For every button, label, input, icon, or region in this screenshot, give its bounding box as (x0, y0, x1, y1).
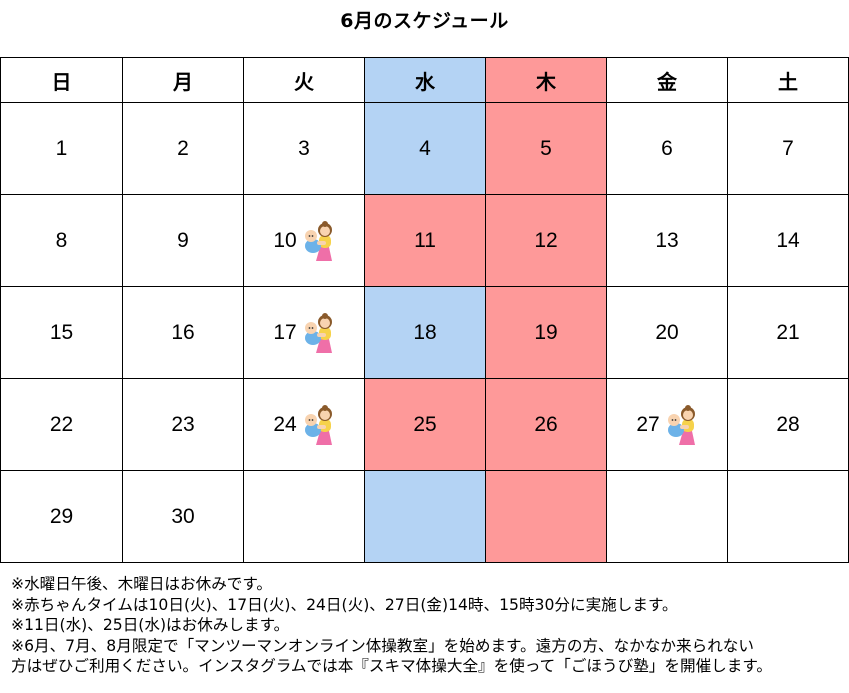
day-cell-baby-time: 10 (243, 194, 365, 287)
day-cell: 16 (122, 286, 244, 379)
day-cell-empty (364, 470, 486, 563)
day-cell-empty (727, 470, 849, 563)
schedule-calendar: 日 月 火 水 木 金 土 1 2 3 4 5 6 7 8 9 10 11 12… (0, 57, 849, 563)
day-cell: 21 (727, 286, 849, 379)
weekday-mon: 月 (122, 57, 244, 103)
note-line: ※6月、7月、8月限定で「マンツーマンオンライン体操教室」を始めます。遠方の方、… (11, 636, 754, 655)
weekday-sun: 日 (0, 57, 123, 103)
day-number: 24 (273, 412, 297, 436)
day-cell: 22 (0, 378, 123, 471)
day-number: 27 (636, 412, 660, 436)
mother-and-baby-icon (301, 220, 335, 261)
week-row-1: 1 2 3 4 5 6 7 (0, 102, 849, 195)
week-row-4: 22 23 24 25 26 27 28 (0, 378, 849, 471)
day-cell: 15 (0, 286, 123, 379)
day-cell: 1 (0, 102, 123, 195)
week-row-3: 15 16 17 18 19 20 21 (0, 286, 849, 379)
weekday-sat: 土 (727, 57, 849, 103)
weekday-fri: 金 (606, 57, 728, 103)
day-cell: 4 (364, 102, 486, 195)
day-cell: 13 (606, 194, 728, 287)
day-cell: 19 (485, 286, 607, 379)
day-cell-baby-time: 24 (243, 378, 365, 471)
week-row-5: 29 30 (0, 470, 849, 563)
mother-and-baby-icon (301, 312, 335, 353)
note-line: 方はぜひご利用ください。インスタグラムでは本『スキマ体操大全』を使って「ごほうび… (11, 657, 772, 675)
weekday-thu: 木 (485, 57, 607, 103)
day-cell-empty (485, 470, 607, 563)
weekday-header-row: 日 月 火 水 木 金 土 (0, 57, 849, 103)
week-row-2: 8 9 10 11 12 13 14 (0, 194, 849, 287)
day-cell: 3 (243, 102, 365, 195)
mother-and-baby-icon (301, 404, 335, 445)
day-cell: 20 (606, 286, 728, 379)
note-line: ※11日(水)、25日(水)はお休みします。 (11, 616, 290, 634)
day-cell: 9 (122, 194, 244, 287)
day-cell: 30 (122, 470, 244, 563)
day-cell: 26 (485, 378, 607, 471)
day-cell: 5 (485, 102, 607, 195)
day-number: 17 (273, 320, 297, 344)
day-cell: 12 (485, 194, 607, 287)
day-cell: 28 (727, 378, 849, 471)
schedule-notes: ※水曜日午後、木曜日はお休みです。 ※赤ちゃんタイムは10日(火)、17日(火)… (11, 574, 841, 677)
day-cell-baby-time: 27 (606, 378, 728, 471)
mother-and-baby-icon (664, 404, 698, 445)
page-title: 6月のスケジュール (340, 10, 509, 32)
note-line: ※赤ちゃんタイムは10日(火)、17日(火)、24日(火)、27日(金)14時、… (11, 595, 678, 614)
weekday-tue: 火 (243, 57, 365, 103)
day-cell-baby-time: 17 (243, 286, 365, 379)
note-line: ※水曜日午後、木曜日はお休みです。 (11, 575, 273, 593)
day-cell: 18 (364, 286, 486, 379)
day-cell-empty (606, 470, 728, 563)
day-cell: 2 (122, 102, 244, 195)
day-cell: 6 (606, 102, 728, 195)
day-number: 10 (273, 228, 297, 252)
day-cell-closed: 11 (364, 194, 486, 287)
day-cell: 23 (122, 378, 244, 471)
day-cell: 29 (0, 470, 123, 563)
day-cell-empty (243, 470, 365, 563)
day-cell: 8 (0, 194, 123, 287)
day-cell: 7 (727, 102, 849, 195)
weekday-wed: 水 (364, 57, 486, 103)
day-cell-closed: 25 (364, 378, 486, 471)
day-cell: 14 (727, 194, 849, 287)
